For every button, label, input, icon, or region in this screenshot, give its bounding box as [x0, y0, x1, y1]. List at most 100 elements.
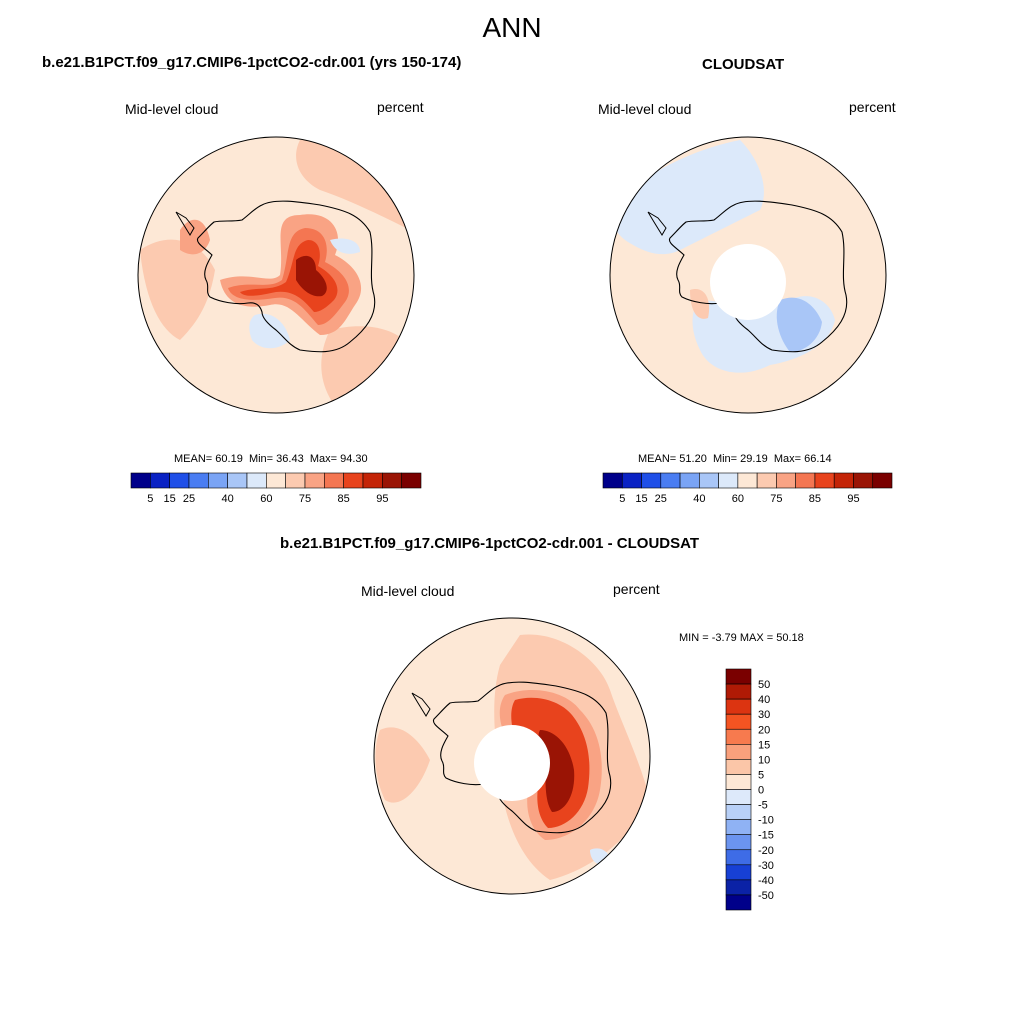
- model-antarctica-coastline: [196, 200, 376, 353]
- model-colorbar-swatch: [285, 472, 306, 489]
- obs-stats: MEAN= 51.20 Min= 29.19 Max= 66.14: [638, 453, 832, 465]
- diff-colorbar-tick-label: -40: [758, 875, 774, 887]
- model-cloud-patch: [330, 238, 360, 254]
- obs-colorbar-swatch: [756, 472, 777, 489]
- obs-units-label: percent: [849, 99, 896, 115]
- model-colorbar-swatch: [304, 472, 325, 489]
- model-map-border: [137, 136, 415, 414]
- diff-colorbar-tick-label: 30: [758, 709, 770, 721]
- model-mean-value: 60.19: [215, 453, 243, 465]
- obs-colorbar-swatch: [853, 472, 874, 489]
- model-colorbar-tick-label: 85: [338, 493, 350, 505]
- model-colorbar-tick-label: 75: [299, 493, 311, 505]
- model-colorbar-swatch: [169, 472, 190, 489]
- obs-cloud-patch: [610, 140, 764, 255]
- model-colorbar-tick-label: 15: [164, 493, 176, 505]
- model-colorbar-swatch: [208, 472, 228, 489]
- obs-colorbar-swatch: [621, 472, 642, 489]
- obs-colorbar-tick-label: 60: [732, 493, 744, 505]
- obs-colorbar-swatch: [699, 472, 719, 489]
- model-colorbar-swatch: [188, 472, 209, 489]
- model-colorbar-tick-label: 5: [147, 493, 153, 505]
- obs-colorbar-tick-label: 25: [655, 493, 667, 505]
- diff-colorbar-tick-label: 20: [758, 724, 770, 736]
- obs-colorbar: 5 15 25 40 60 75 85 95: [602, 472, 893, 505]
- model-colorbar-tick-label: 95: [376, 493, 388, 505]
- diff-colorbar-tick-label: -30: [758, 860, 774, 872]
- obs-colorbar-tick-label: 15: [635, 493, 647, 505]
- diff-max-value: 50.18: [776, 632, 804, 644]
- obs-mean-value: 51.20: [679, 453, 707, 465]
- model-colorbar-swatch: [382, 472, 402, 489]
- model-cloud-patch: [321, 326, 414, 412]
- diff-map-border: [373, 617, 651, 895]
- obs-variable-label: Mid-level cloud: [598, 101, 692, 117]
- diff-colorbar-swatch: [725, 789, 752, 805]
- obs-colorbar-tick-label: 85: [809, 493, 821, 505]
- obs-map-border: [609, 136, 887, 414]
- obs-polar-map: [609, 136, 887, 414]
- obs-colorbar-swatch: [737, 472, 758, 489]
- obs-mean-label: MEAN=: [638, 453, 677, 465]
- diff-peninsula-coastline: [411, 692, 431, 717]
- diff-colorbar-swatch: [725, 819, 752, 835]
- obs-colorbar-swatch: [641, 472, 662, 489]
- diff-colorbar-swatch: [725, 759, 752, 775]
- model-colorbar-tick-label: 60: [260, 493, 272, 505]
- diff-cloud-patch: [385, 648, 403, 670]
- model-colorbar-swatch: [130, 472, 151, 489]
- obs-colorbar-tick-label: 40: [693, 493, 705, 505]
- model-stats: MEAN= 60.19 Min= 36.43 Max= 94.30: [174, 453, 368, 465]
- diff-colorbar-swatch: [725, 834, 752, 851]
- model-colorbar-tick-label: 25: [183, 493, 195, 505]
- diff-colorbar-tick-label: -50: [758, 890, 774, 902]
- obs-peninsula-coastline: [647, 211, 667, 236]
- diff-cloud-patch: [375, 727, 430, 803]
- obs-max-value: 66.14: [804, 453, 832, 465]
- model-max-value: 94.30: [340, 453, 368, 465]
- model-colorbar-swatch: [266, 472, 286, 489]
- model-units-label: percent: [377, 99, 424, 115]
- diff-missing-data-hole: [474, 725, 550, 801]
- diff-colorbar-tick-label: 40: [758, 694, 770, 706]
- diff-min-label: MIN =: [679, 632, 709, 644]
- diff-variable-label: Mid-level cloud: [361, 583, 455, 599]
- diff-colorbar-swatch: [725, 744, 752, 760]
- diff-panel-title: b.e21.B1PCT.f09_g17.CMIP6-1pctCO2-cdr.00…: [280, 535, 700, 552]
- obs-cloud-patch: [776, 297, 822, 352]
- diff-colorbar-tick-label: -10: [758, 815, 774, 827]
- obs-colorbar-tick-label: 95: [847, 493, 859, 505]
- model-colorbar-swatch: [343, 472, 364, 489]
- diff-colorbar-tick-label: -15: [758, 830, 774, 842]
- diff-colorbar-swatch: [725, 713, 752, 730]
- obs-colorbar-swatch: [718, 472, 739, 489]
- diff-colorbar-swatch: [725, 894, 752, 911]
- diff-polar-map: [373, 617, 651, 895]
- model-mean-label: MEAN=: [174, 453, 213, 465]
- model-cloud-patch: [296, 255, 327, 297]
- diff-colorbar-swatch: [725, 698, 752, 715]
- diff-colorbar-swatch: [725, 864, 752, 881]
- obs-missing-data-hole: [710, 244, 786, 320]
- model-polar-map: [137, 136, 415, 414]
- diff-colorbar-swatch: [725, 849, 752, 866]
- diff-stats: MIN = -3.79 MAX = 50.18: [679, 632, 804, 644]
- obs-min-label: Min=: [712, 453, 738, 465]
- model-cloud-patch: [296, 140, 410, 230]
- diff-min-value: -3.79: [711, 632, 737, 644]
- model-cloud-patch: [180, 219, 210, 255]
- model-colorbar-swatch: [150, 472, 170, 489]
- obs-colorbar-swatch: [602, 472, 623, 489]
- diff-colorbar-tick-label: 15: [758, 739, 770, 751]
- obs-cloud-patch: [690, 289, 710, 319]
- obs-colorbar-swatch: [795, 472, 816, 489]
- obs-colorbar-swatch: [776, 472, 796, 489]
- model-panel-title: b.e21.B1PCT.f09_g17.CMIP6-1pctCO2-cdr.00…: [42, 54, 462, 71]
- diff-colorbar-swatch: [725, 728, 752, 745]
- model-max-label: Max=: [309, 453, 338, 465]
- model-colorbar: 5 15 25 40 60 75 85 95: [130, 472, 422, 505]
- obs-colorbar-tick-label: 5: [619, 493, 625, 505]
- diff-units-label: percent: [613, 581, 660, 597]
